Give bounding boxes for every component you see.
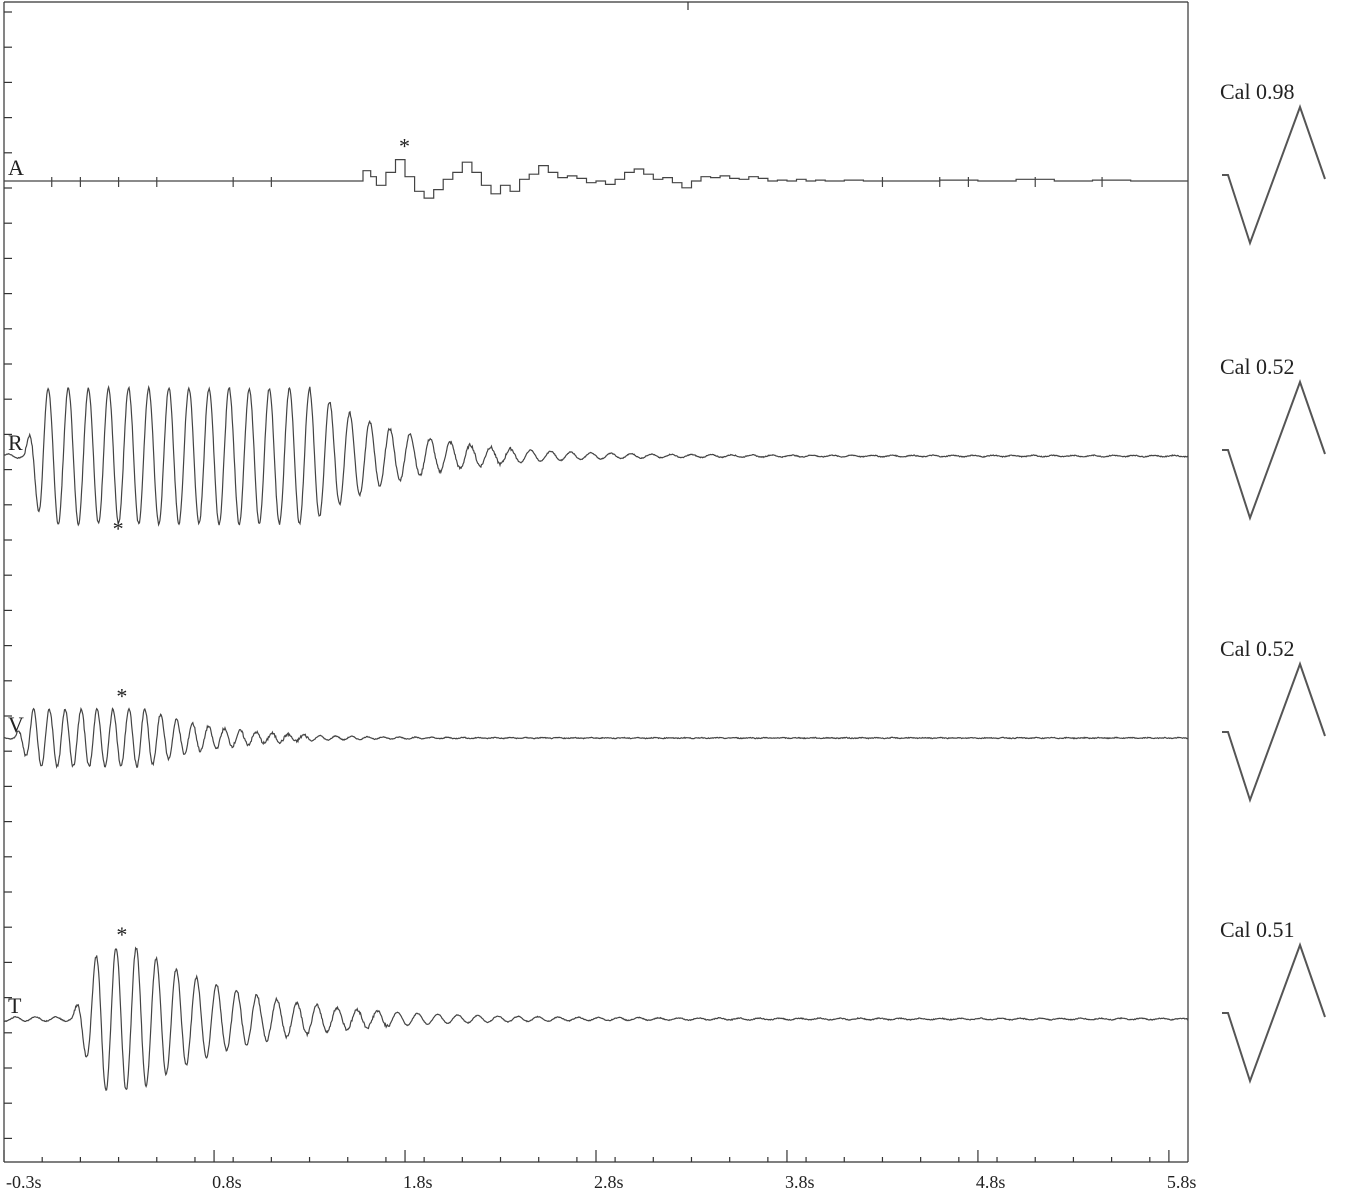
trace-a-label: A — [8, 155, 24, 180]
x-axis: -0.3s 0.8s 1.8s 2.8s 3.8s 4.8s 5.8s — [3, 1150, 1197, 1192]
trace-v-cal-wave — [1222, 661, 1326, 804]
chart-frame — [3, 1, 1189, 1163]
trace-v-peak-marker: * — [116, 684, 127, 709]
trace-t-label: T — [8, 993, 22, 1018]
trace-a-cal-label: Cal 0.98 — [1220, 79, 1295, 104]
x-tick-label: 3.8s — [785, 1172, 815, 1192]
trace-r-peak-marker: * — [113, 516, 124, 541]
trace-r-cal-wave — [1222, 379, 1326, 522]
trace-a-line — [4, 159, 1188, 199]
trace-r-label: R — [8, 430, 23, 455]
trace-v-label: V — [8, 712, 24, 737]
trace-t-line — [3, 946, 1189, 1091]
trace-a-peak-marker: * — [399, 134, 410, 159]
trace-r-cal-label: Cal 0.52 — [1220, 354, 1295, 379]
trace-t-cal-label: Cal 0.51 — [1220, 917, 1295, 942]
trace-t-cal-wave — [1222, 942, 1326, 1085]
trace-r-line — [3, 384, 1189, 527]
trace-a-cal-wave — [1222, 104, 1326, 247]
trace-t-peak-marker: * — [116, 922, 127, 947]
trace-v-cal-label: Cal 0.52 — [1220, 636, 1295, 661]
x-tick-label: 1.8s — [403, 1172, 433, 1192]
x-tick-label: 4.8s — [976, 1172, 1006, 1192]
calibration-layer: Cal 0.98 Cal 0.52 Cal 0.52 Cal 0.51 — [1220, 79, 1326, 1085]
trace-label-layer: A * R * V * T * — [8, 134, 410, 1018]
x-tick-label: 0.8s — [212, 1172, 242, 1192]
x-tick-label: -0.3s — [6, 1172, 42, 1192]
x-tick-label: 5.8s — [1167, 1172, 1197, 1192]
trace-v-line — [3, 706, 1189, 769]
trace-layer — [3, 159, 1189, 1091]
x-tick-label: 2.8s — [594, 1172, 624, 1192]
